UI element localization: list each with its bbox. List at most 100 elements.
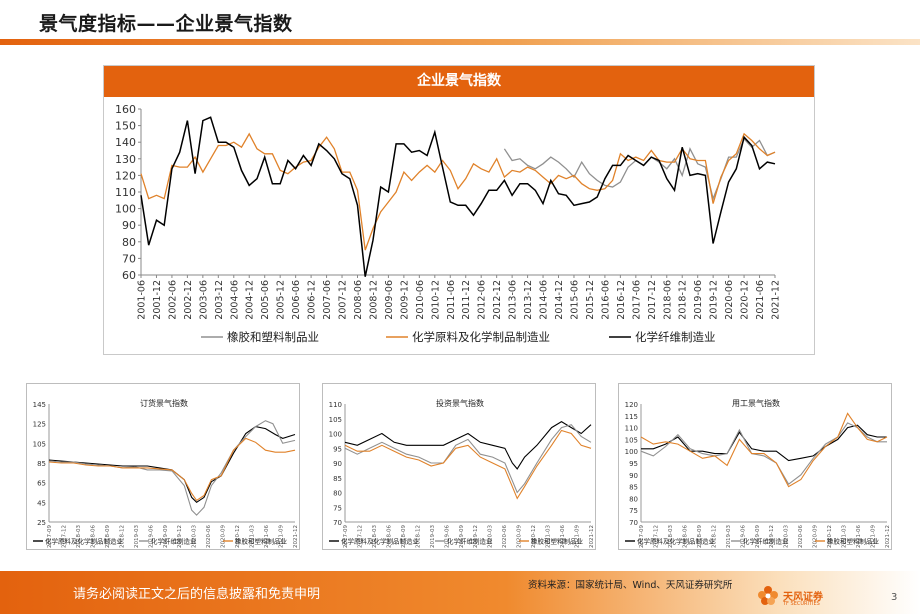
small-legend-label-2-0: 化学原料及化学制品制造业 — [341, 537, 420, 546]
small-y-tick-label-2: 80 — [333, 490, 342, 498]
main-x-tick-label: 2003-06 — [198, 280, 209, 320]
small-x-tick-label-3: 2020-09 — [813, 525, 819, 548]
main-y-tick-label: 150 — [115, 120, 136, 133]
small-x-tick-label-1: 2018-12 — [119, 525, 125, 548]
small-y-tick-label-3: 90 — [629, 472, 638, 480]
small-x-tick-label-2: 2018-03 — [372, 525, 378, 548]
small-y-tick-label-3: 85 — [629, 484, 638, 492]
main-chart: 60 70 80 90 100 110 120 130 140 150 160 2001-06 2001… — [115, 103, 782, 344]
small-x-tick-label-2: 2017-09 — [343, 525, 349, 548]
main-x-tick-label: 2013-06 — [508, 280, 519, 320]
main-x-tick-label: 2001-12 — [152, 280, 163, 320]
logo-text-en: TF SECURITIES — [783, 601, 820, 607]
main-x-tick-label: 2019-06 — [693, 280, 704, 320]
main-x-tick-label: 2017-12 — [647, 280, 658, 320]
main-x-tick-label: 2016-06 — [600, 280, 611, 320]
small-y-tick-label-2: 90 — [333, 460, 342, 468]
small-x-tick-label-1: 2019-06 — [148, 525, 154, 548]
small-y-tick-label-3: 70 — [629, 519, 638, 527]
title-rule — [0, 39, 920, 45]
small-x-tick-label-3: 2019-03 — [726, 525, 732, 548]
investment-chart: 投资景气指数 70 75 80 85 90 95 100 105 110 2017-09 2017-1… — [329, 398, 595, 548]
main-y-tick-label: 90 — [122, 219, 136, 232]
small-x-tick-label-3: 2018-03 — [668, 525, 674, 548]
small-x-tick-label-3: 2020-03 — [784, 525, 790, 548]
main-x-tick-label: 2014-12 — [554, 280, 565, 320]
small-x-tick-label-2: 2020-06 — [502, 525, 508, 548]
small-x-tick-label-3: 2019-12 — [769, 525, 775, 548]
small-y-tick-label-1: 65 — [37, 480, 46, 488]
small-y-tick-label-3: 75 — [629, 507, 638, 515]
small-y-tick-label-2: 85 — [333, 475, 342, 483]
small-series-line-3-2 — [640, 412, 888, 488]
small-x-tick-label-1: 2021-12 — [293, 525, 299, 548]
slide-title: 景气度指标——企业景气指数 — [39, 13, 293, 35]
small-y-tick-label-2: 100 — [329, 431, 342, 439]
main-x-tick-label: 2004-12 — [245, 280, 256, 320]
small-x-tick-label-1: 2019-03 — [134, 525, 140, 548]
small-x-tick-label-3: 2021-03 — [842, 525, 848, 548]
small-x-tick-label-1: 2017-09 — [47, 525, 53, 548]
small-series-line-3-1 — [640, 422, 887, 486]
small-x-tick-label-1: 2017-12 — [61, 525, 67, 548]
small-y-tick-label-2: 110 — [329, 401, 342, 409]
main-x-tick-label: 2007-12 — [338, 280, 349, 320]
small-y-tick-label-3: 115 — [625, 413, 638, 421]
main-x-tick-label: 2011-12 — [461, 280, 472, 320]
small-x-tick-label-3: 2017-12 — [653, 525, 659, 548]
main-legend-label-2: 化学纤维制造业 — [635, 330, 716, 344]
main-x-tick-label: 2009-06 — [384, 280, 395, 320]
main-x-tick-label: 2005-06 — [260, 280, 271, 320]
main-x-tick-label: 2017-06 — [631, 280, 642, 320]
main-x-tick-label: 2021-06 — [755, 280, 766, 320]
small-x-tick-label-1: 2020-03 — [192, 525, 198, 548]
main-x-tick-label: 2009-12 — [399, 280, 410, 320]
small-x-tick-label-3: 2019-06 — [740, 525, 746, 548]
small-y-tick-label-2: 105 — [329, 416, 342, 424]
small-y-tick-label-2: 70 — [333, 519, 342, 527]
small-x-tick-label-1: 2018-06 — [90, 525, 96, 548]
main-x-tick-label: 2001-06 — [137, 280, 148, 320]
main-x-tick-label: 2008-06 — [353, 280, 364, 320]
source-text: 资料来源：国家统计局、Wind、天风证券研究所 — [528, 580, 733, 591]
small-y-tick-label-2: 95 — [333, 445, 342, 453]
main-x-tick-label: 2021-12 — [771, 280, 782, 320]
small-x-tick-label-3: 2018-09 — [697, 525, 703, 548]
small-series-line-3-0 — [641, 424, 887, 462]
main-x-tick-label: 2011-06 — [446, 280, 457, 320]
small-x-tick-label-1: 2019-09 — [163, 525, 169, 548]
small-x-tick-label-3: 2020-12 — [827, 525, 833, 548]
small-series-line-1-1 — [48, 420, 296, 516]
small-x-tick-label-3: 2018-06 — [682, 525, 688, 548]
small-x-tick-label-2: 2019-09 — [459, 525, 465, 548]
small-x-tick-label-3: 2021-06 — [856, 525, 862, 548]
main-x-tick-label: 2015-12 — [585, 280, 596, 320]
small-legend-label-3-1: 化学纤维制造业 — [743, 537, 789, 546]
main-y-tick-label: 110 — [115, 186, 136, 199]
main-x-tick-label: 2005-12 — [276, 280, 287, 320]
main-x-tick-label: 2004-06 — [229, 280, 240, 320]
small-x-tick-label-2: 2020-12 — [531, 525, 537, 548]
small-x-tick-label-2: 2018-12 — [415, 525, 421, 548]
small-x-tick-label-1: 2019-12 — [177, 525, 183, 548]
employment-chart: 用工景气指数 70 75 80 85 90 95 100 105 110 115 120 2017-09… — [625, 398, 891, 548]
logo-text-cn: 天风证券 — [783, 592, 823, 603]
main-x-tick-label: 2002-06 — [167, 280, 178, 320]
small-x-tick-label-1: 2020-09 — [221, 525, 227, 548]
main-x-tick-label: 2019-12 — [709, 280, 720, 320]
small-x-tick-label-2: 2021-12 — [589, 525, 595, 548]
flower-logo-icon — [758, 586, 778, 605]
main-x-tick-label: 2014-06 — [539, 280, 550, 320]
main-x-tick-label: 2006-06 — [291, 280, 302, 320]
small-x-tick-label-3: 2019-09 — [755, 525, 761, 548]
main-x-tick-label: 2012-12 — [492, 280, 503, 320]
main-y-tick-label: 130 — [115, 153, 136, 166]
main-x-tick-label: 2018-12 — [678, 280, 689, 320]
small-x-tick-label-2: 2018-06 — [386, 525, 392, 548]
small-x-tick-label-2: 2021-06 — [560, 525, 566, 548]
main-x-tick-label: 2007-06 — [322, 280, 333, 320]
small-x-tick-label-1: 2021-06 — [264, 525, 270, 548]
small-x-tick-label-2: 2021-09 — [575, 525, 581, 548]
small-legend-label-1-1: 化学纤维制造业 — [151, 537, 197, 546]
small-chart-title-3: 用工景气指数 — [732, 398, 780, 408]
